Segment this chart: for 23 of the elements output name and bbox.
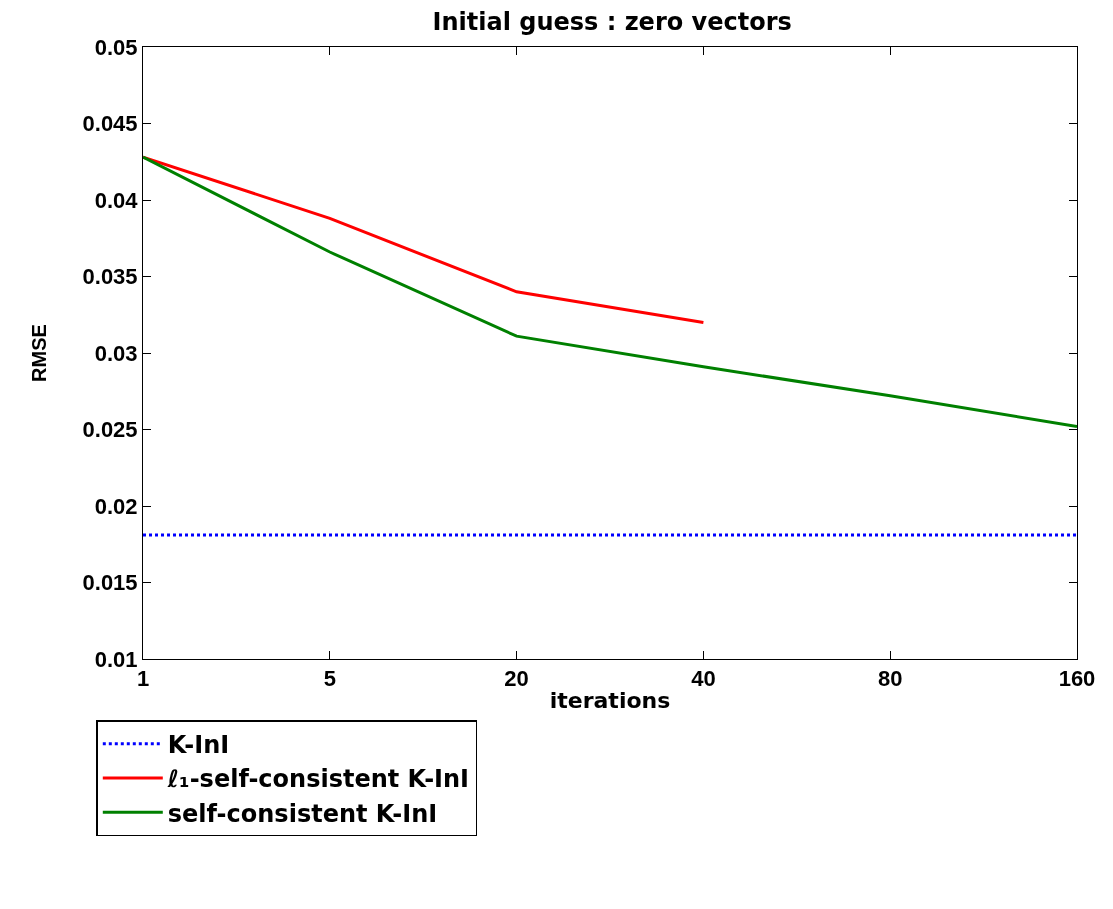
line-series [143,155,705,324]
y-tick-label: 0.015 [82,570,138,596]
x-tick-label: 40 [691,666,716,692]
y-tick-label: 0.05 [94,34,138,60]
y-tick-label: 0.035 [82,264,138,290]
legend-label: ℓ₁-self-consistent K-InI [166,765,470,794]
legend-label: self-consistent K-InI [167,799,438,828]
x-tick-label: 80 [877,666,903,692]
y-tick-label: 0.025 [82,417,138,443]
x-tick-label: 1 [136,666,150,692]
y-tick-label: 0.045 [82,111,138,137]
x-tick-label: 5 [323,666,336,692]
y-tick-label: 0.03 [94,340,138,366]
y-axis-title: RMSE [28,324,51,382]
x-axis-title: iterations [549,688,671,714]
line-series [143,155,1077,428]
y-tick-label: 0.04 [94,187,139,213]
x-tick-label: 20 [504,666,529,692]
x-tick-label: 160 [1058,666,1096,692]
y-tick-label: 0.01 [94,646,138,672]
legend-label: K-InI [167,731,230,760]
chart-title: Initial guess : zero vectors [432,8,792,37]
y-tick-label: 0.02 [94,493,138,519]
